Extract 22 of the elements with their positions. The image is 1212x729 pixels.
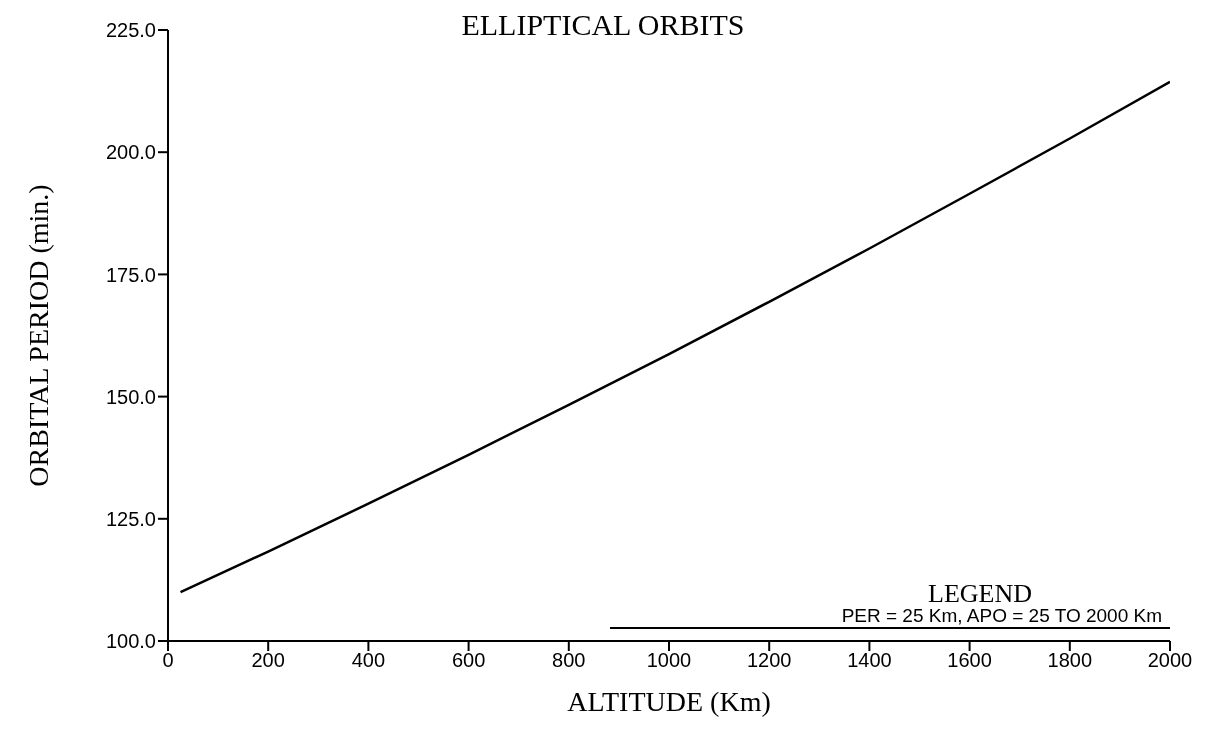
y-tick-label: 200.0: [105, 141, 156, 164]
y-axis-title: ORBITAL PERIOD (min.): [22, 184, 54, 487]
x-tick-label: 1600: [947, 649, 992, 672]
x-tick-label: 2000: [1147, 649, 1193, 672]
y-tick-label: 125.0: [105, 507, 156, 530]
legend-title: LEGEND: [927, 579, 1033, 608]
x-tick-label: 1200: [746, 649, 792, 672]
x-tick-label: 1800: [1047, 649, 1093, 672]
y-tick-label: 150.0: [105, 385, 156, 408]
chart-title: ELLIPTICAL ORBITS: [461, 8, 745, 41]
x-tick-label: 200: [251, 649, 285, 672]
y-tick-label: 175.0: [105, 263, 156, 286]
text: PER = 25 Km, APO = 25 TO 2000 Km: [610, 605, 1170, 629]
x-tick-label: 1400: [847, 649, 892, 672]
x-tick-label: 400: [351, 649, 386, 672]
y-tick-label: 100.0: [105, 630, 156, 653]
x-tick-label: 0: [162, 649, 174, 672]
x-tick-label: 600: [451, 649, 486, 672]
x-axis-title: ALTITUDE (Km): [567, 686, 771, 717]
x-tick-label: 800: [552, 649, 586, 672]
x-tick-label: 1000: [646, 649, 692, 672]
y-tick-label: 225.0: [105, 19, 156, 42]
